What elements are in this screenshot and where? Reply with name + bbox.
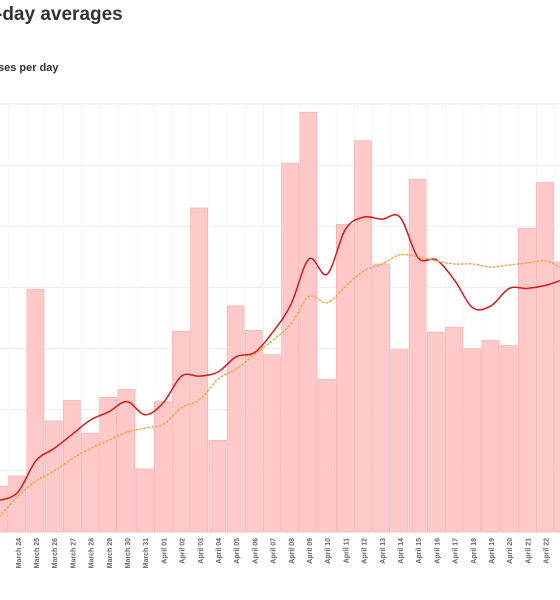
x-tick-label: April 02 [180,538,187,564]
x-tick-label: April 10 [325,538,332,564]
bar [299,111,318,533]
x-tick-label: April 03 [198,538,205,564]
bar [372,263,391,533]
x-tick-labels: March 24 March 25 March 26 March 27 March 28… [16,538,551,568]
x-tick-label: April 12 [362,538,369,564]
x-tick-label: April 16 [434,538,441,564]
bar [208,439,227,533]
average-lines [0,213,560,518]
bar [408,179,427,533]
x-tick-label: March 28 [89,538,96,568]
x-tick-label: March 26 [52,538,59,568]
bar [8,475,26,533]
x-tick-label: March 29 [107,538,114,568]
average-line-dotted [0,253,560,518]
bar [354,140,372,533]
bar [172,330,190,533]
bar [99,397,117,533]
x-tick-label: April 20 [507,538,514,564]
bar [263,354,281,533]
bar [426,331,445,533]
bar [463,348,482,533]
x-tick-label: March 30 [125,538,132,568]
x-tick-label: April 14 [398,538,405,564]
x-tick-label: April 06 [252,538,259,564]
bar [281,162,300,533]
bar [499,345,518,533]
x-tick-label: April 18 [471,538,478,564]
bar [245,329,263,533]
x-tick-label: April 08 [289,538,296,564]
x-tick-label: April 22 [544,538,551,564]
x-tick-label: April 15 [416,538,423,564]
bar [0,485,8,533]
bar [445,326,463,533]
bar [154,401,172,533]
bar [226,305,245,533]
x-tick-label: April 13 [380,538,387,564]
x-tick-label: March 27 [70,538,77,568]
x-tick-label: March 25 [34,538,41,568]
bar [517,228,536,533]
bar [135,468,154,533]
bar [536,182,554,533]
x-tick-label: March 31 [143,538,150,568]
chart-title: -day averages [0,4,123,25]
average-line-solid [0,213,560,502]
x-tick-label: April 07 [271,538,278,564]
bar [554,261,560,533]
x-tick-label: April 19 [489,538,496,564]
bar [44,420,63,533]
x-tick-label: April 17 [453,538,460,564]
bar [317,378,336,533]
x-tick-label: April 01 [161,538,168,564]
bars [0,111,560,533]
bar [335,223,354,533]
bar [390,349,409,533]
x-tick-label: April 11 [343,538,350,563]
bar [481,340,500,533]
bar [190,207,208,533]
bar [26,289,45,533]
x-tick-label: March 24 [16,538,23,568]
x-tick-label: April 21 [525,538,532,564]
x-tick-label: April 04 [216,538,223,564]
x-tick-label: April 05 [234,538,241,564]
x-tick-label: April 09 [307,538,314,564]
bar [117,389,136,533]
chart-subtitle: ses per day [0,62,59,74]
bar [62,400,81,533]
bar [81,432,99,533]
